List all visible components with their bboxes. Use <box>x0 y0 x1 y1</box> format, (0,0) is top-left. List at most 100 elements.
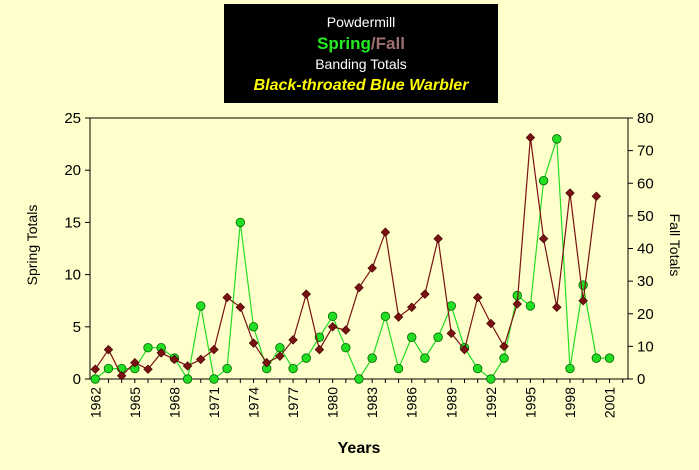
title-line-3: Banding Totals <box>315 55 407 72</box>
x-tick-label: 1977 <box>285 387 301 418</box>
spring-point <box>380 311 391 322</box>
title-species: Black-throated Blue Warbler <box>253 76 469 94</box>
y-left-tick-label: 15 <box>64 214 81 231</box>
fall-point <box>407 302 417 312</box>
fall-point <box>301 289 311 299</box>
spring-point <box>354 374 364 384</box>
title-line-2: Spring/Fall <box>317 33 405 54</box>
y-axis-right-label: Fall Totals <box>667 214 683 277</box>
fall-point <box>472 292 483 303</box>
spring-point <box>393 363 404 374</box>
fall-point <box>433 233 443 244</box>
fall-point <box>196 354 206 365</box>
x-tick-label: 1983 <box>364 387 380 418</box>
x-tick-label: 1974 <box>246 387 262 418</box>
y-right-tick-label: 50 <box>637 208 654 225</box>
spring-point <box>143 342 153 353</box>
fall-point <box>538 233 549 244</box>
fall-point <box>446 328 457 339</box>
fall-point <box>261 357 272 368</box>
x-tick-label: 1965 <box>127 387 143 418</box>
fall-point <box>116 371 127 381</box>
spring-point <box>341 342 351 353</box>
y-right-tick-label: 70 <box>637 143 654 160</box>
chart-title-box: Powdermill Spring/Fall Banding Totals Bl… <box>224 4 498 103</box>
spring-point <box>578 280 588 290</box>
fall-point <box>380 227 391 237</box>
fall-point <box>288 335 298 345</box>
spring-point <box>565 363 575 374</box>
spring-point <box>196 301 206 311</box>
fall-point <box>499 341 509 352</box>
fall-point <box>525 132 536 143</box>
spring-point <box>552 134 562 144</box>
spring-point <box>604 353 615 363</box>
fall-point <box>565 188 575 198</box>
spring-point <box>407 332 417 342</box>
plot-frame <box>89 117 629 380</box>
y-left-tick-label: 25 <box>64 110 81 127</box>
fall-point <box>222 292 232 303</box>
spring-point <box>288 363 298 374</box>
fall-point <box>578 295 588 306</box>
fall-point <box>420 289 430 299</box>
y-axis-left-label: Spring Totals <box>24 205 40 286</box>
spring-point <box>103 363 114 374</box>
fall-point <box>103 344 114 355</box>
spring-point <box>182 374 193 384</box>
title-fall-word: Fall <box>375 33 405 53</box>
y-right-tick-label: 40 <box>637 241 654 258</box>
y-right-tick-label: 80 <box>637 110 654 127</box>
spring-point <box>433 332 443 342</box>
fall-point <box>248 338 259 348</box>
fall-point <box>275 351 285 361</box>
fall-point <box>393 312 404 322</box>
fall-point <box>367 263 377 273</box>
fall-point <box>169 354 180 365</box>
spring-point <box>486 374 496 384</box>
spring-point <box>525 301 536 311</box>
spring-point <box>367 353 377 363</box>
y-right-tick-label: 10 <box>637 338 654 355</box>
x-tick-label: 1989 <box>443 387 459 418</box>
x-tick-label: 1995 <box>522 387 538 418</box>
y-left-tick-label: 5 <box>73 319 81 336</box>
y-right-tick-label: 20 <box>637 306 654 323</box>
x-axis-label: Years <box>338 440 381 457</box>
spring-point <box>209 374 219 384</box>
spring-point <box>275 342 285 353</box>
fall-point <box>512 299 522 309</box>
title-spring-word: Spring <box>317 33 371 53</box>
x-tick-label: 2001 <box>602 387 618 418</box>
spring-point <box>222 363 232 374</box>
spring-point <box>327 311 338 322</box>
fall-point <box>235 302 246 312</box>
fall-point <box>459 344 470 355</box>
x-tick-label: 1992 <box>483 387 499 418</box>
fall-point <box>143 364 153 374</box>
fall-point <box>209 344 219 355</box>
fall-point <box>130 357 140 368</box>
spring-point <box>301 353 311 363</box>
x-tick-label: 1998 <box>562 387 578 418</box>
spring-point <box>538 175 549 186</box>
y-left-tick-label: 20 <box>64 162 81 179</box>
spring-point <box>235 217 246 228</box>
fall-point <box>182 361 193 371</box>
fall-point <box>90 364 100 374</box>
fall-point <box>486 318 496 329</box>
fall-point <box>591 191 602 202</box>
y-right-tick-label: 60 <box>637 175 654 192</box>
x-tick-label: 1986 <box>404 387 420 418</box>
fall-point <box>156 348 166 358</box>
fall-point <box>314 344 325 355</box>
plot-area: 0 5 10 15 20 25 0 10 20 30 40 50 60 70 80 1962 1965 1968 1… <box>64 110 653 418</box>
fall-point <box>354 282 364 293</box>
spring-point <box>472 363 483 374</box>
fall-point <box>552 302 562 312</box>
title-separator: / <box>370 33 376 53</box>
title-line-1: Powdermill <box>326 13 396 30</box>
x-tick-label: 1980 <box>325 387 341 418</box>
y-right-tick-label: 30 <box>637 273 654 290</box>
